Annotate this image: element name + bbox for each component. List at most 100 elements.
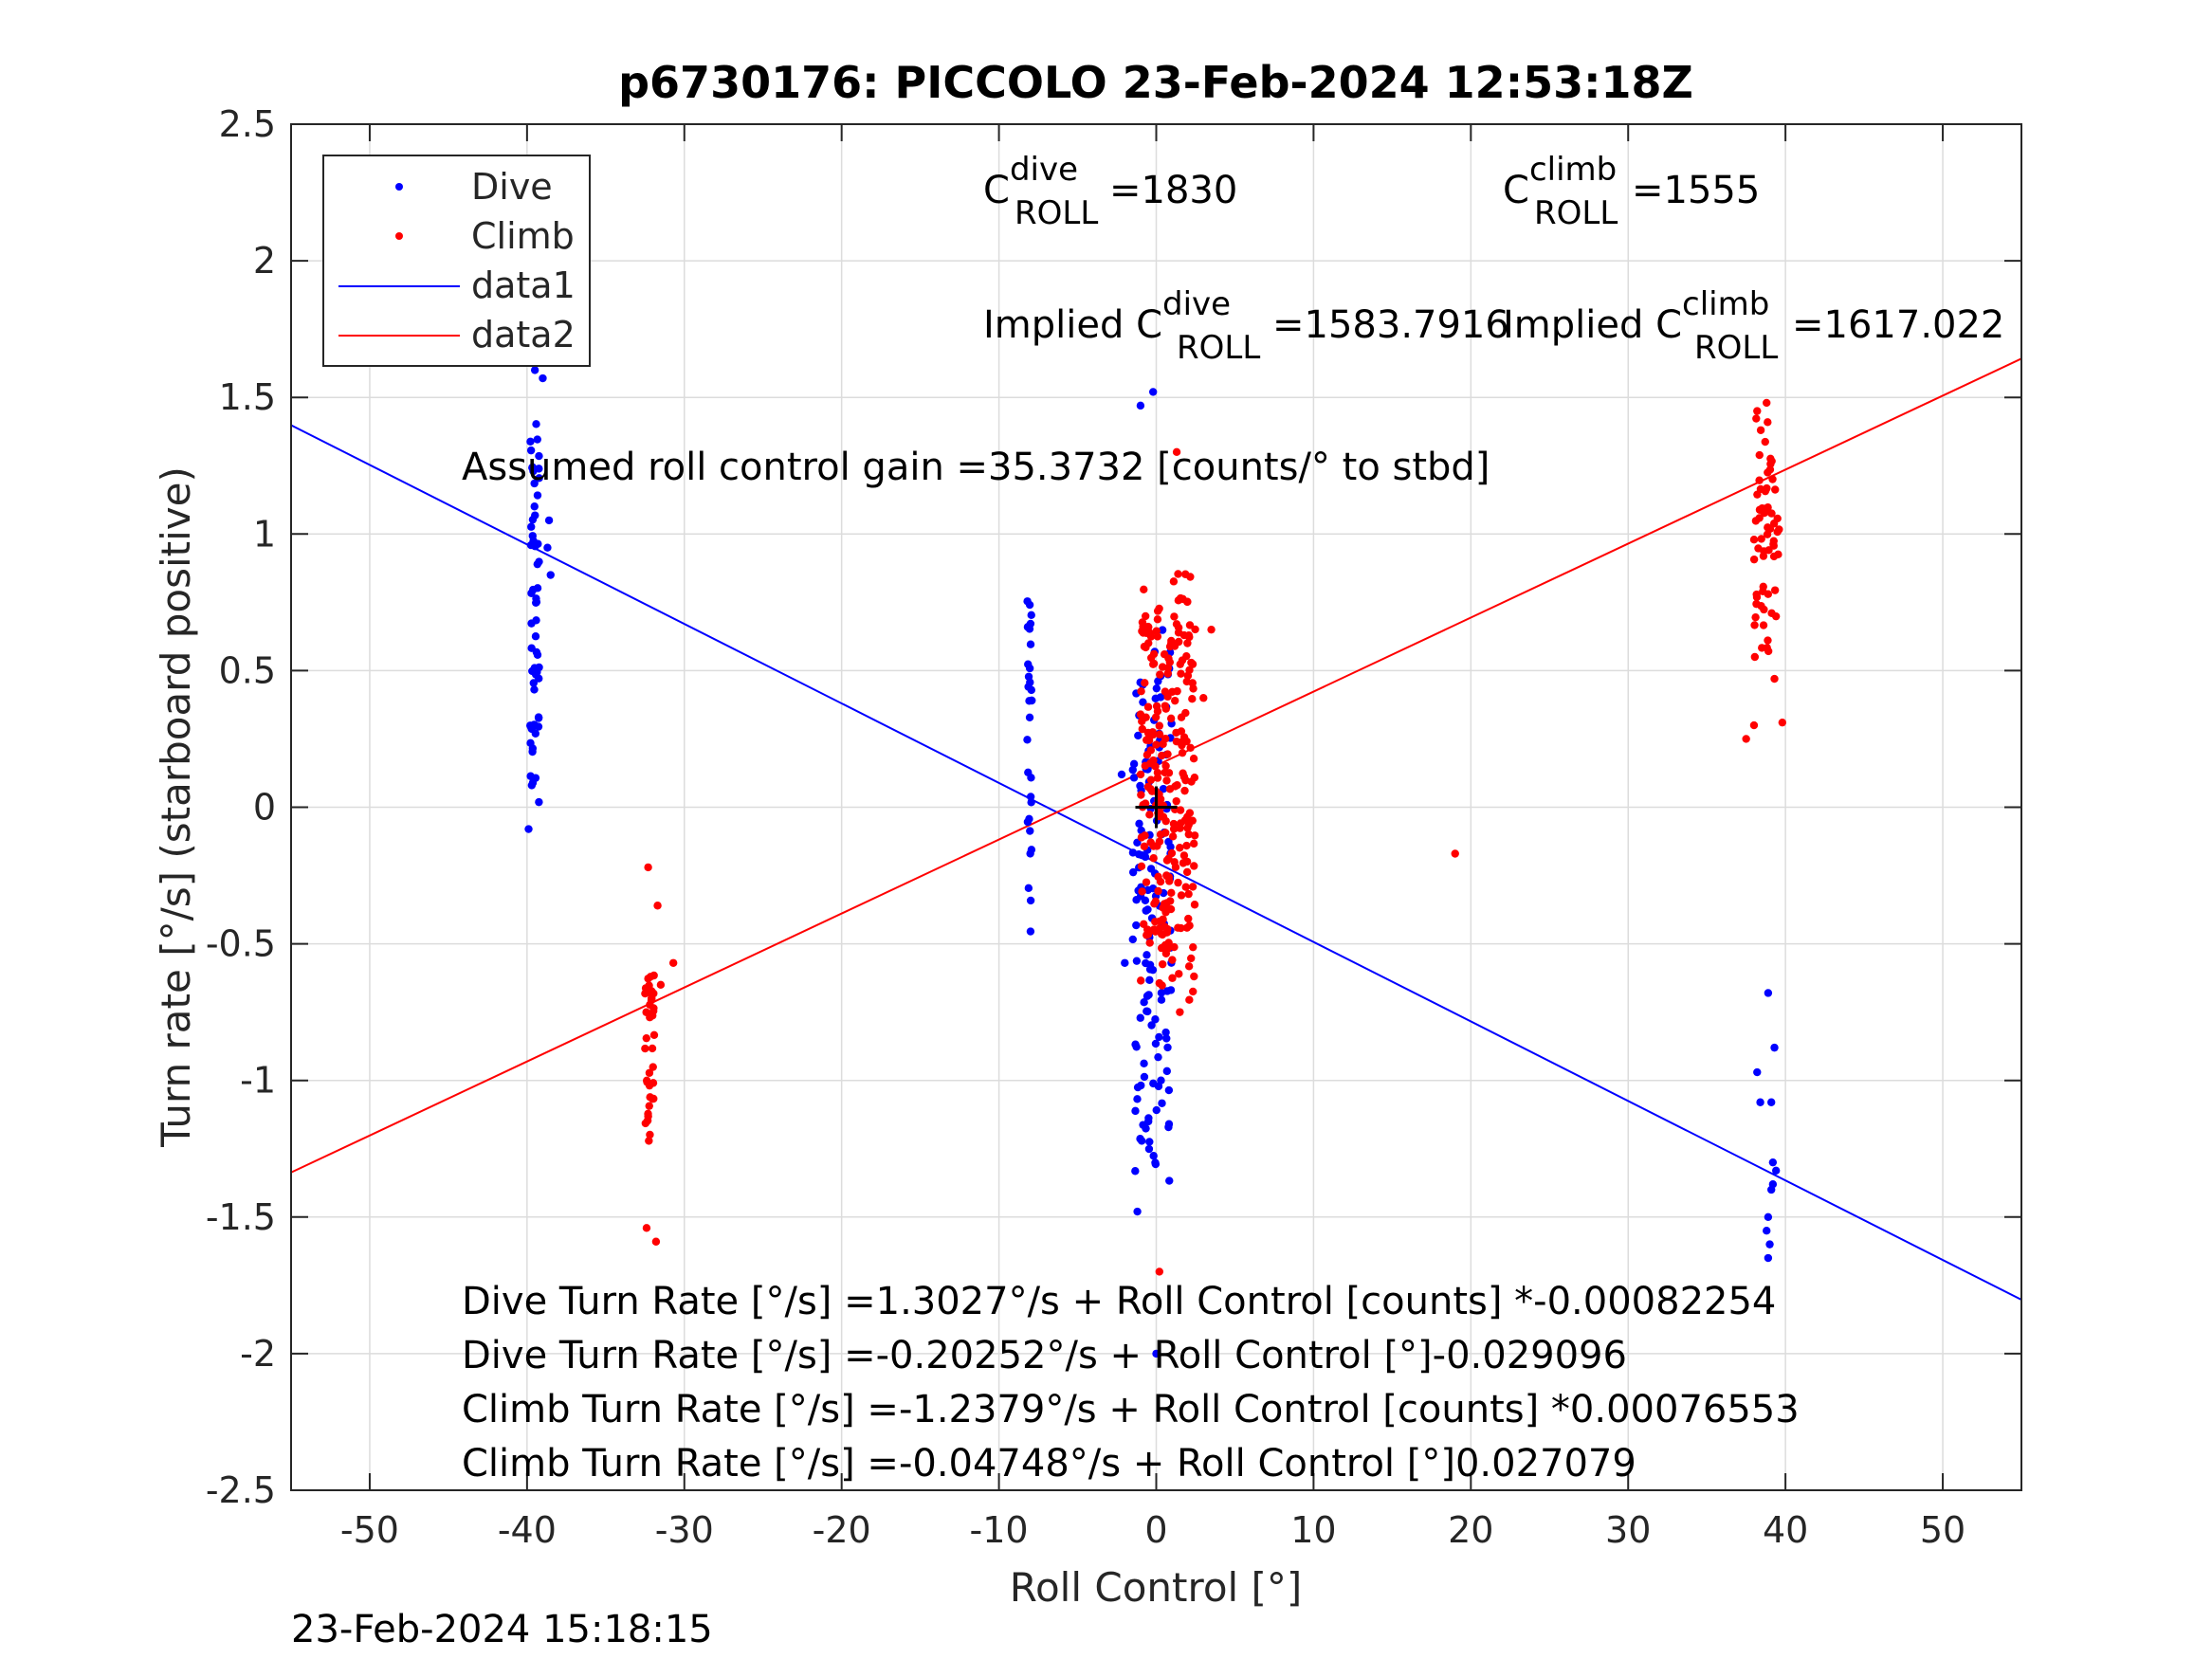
implied-c-dive-sup: dive (1162, 285, 1231, 323)
data-point (1189, 839, 1198, 848)
data-point (528, 515, 538, 524)
data-point (1176, 806, 1185, 814)
data-point (533, 667, 541, 677)
equation-dive-degrees: Dive Turn Rate [°/s] =-0.20252°/s + Roll… (462, 1334, 1627, 1377)
data-point (1151, 1039, 1161, 1048)
data-point (1140, 1059, 1148, 1068)
data-point (1151, 918, 1160, 926)
data-point (1145, 811, 1154, 819)
x-tick-label: 50 (1920, 1509, 1965, 1551)
data-point (1749, 720, 1759, 730)
data-point (1151, 1015, 1160, 1024)
data-point (1140, 997, 1148, 1007)
y-tick-label: -1.5 (206, 1196, 276, 1238)
footer-timestamp: 23-Feb-2024 15:18:15 (291, 1608, 713, 1651)
data-point (1142, 713, 1150, 721)
data-point (526, 446, 536, 455)
data-point (1767, 609, 1776, 617)
data-point (1133, 1095, 1142, 1103)
data-point (1025, 814, 1033, 824)
data-point (1178, 748, 1187, 757)
data-point (1158, 981, 1166, 990)
data-point (532, 616, 540, 625)
data-point (1153, 615, 1162, 624)
data-point (645, 1137, 653, 1145)
data-point (1164, 1122, 1173, 1132)
data-point (1756, 484, 1765, 494)
data-point (1027, 798, 1035, 807)
data-point (668, 958, 678, 967)
data-point (1158, 626, 1167, 634)
data-point (1023, 623, 1033, 631)
data-point (649, 989, 658, 998)
x-tick-label: 40 (1763, 1509, 1808, 1551)
data-point (1751, 517, 1761, 525)
data-point (1165, 1176, 1174, 1185)
data-point (543, 543, 552, 552)
data-point (1131, 1106, 1140, 1116)
data-point (1156, 670, 1164, 679)
data-point (535, 451, 543, 461)
data-point (1749, 536, 1759, 544)
data-point (528, 532, 537, 540)
data-point (1161, 816, 1170, 826)
coefficient-annotations: Cdive ROLL =1830 Cclimb ROLL =1555 Implied C… (462, 151, 2004, 1486)
legend-label-data2: data2 (471, 314, 576, 356)
data-point (1182, 651, 1191, 661)
data-point (649, 1063, 657, 1071)
data-point (535, 474, 543, 483)
data-point (1141, 799, 1150, 808)
data-point (1143, 905, 1152, 914)
origin-marker (1135, 786, 1178, 829)
data-point (1146, 775, 1156, 784)
fit-line-data1 (290, 424, 2022, 1301)
c-climb-sup: climb (1529, 151, 1617, 189)
data-point (1749, 555, 1759, 564)
equation-dive-counts: Dive Turn Rate [°/s] =1.3027°/s + Roll C… (462, 1280, 1776, 1323)
data-point (1155, 837, 1164, 846)
data-point (1172, 447, 1181, 457)
data-point (1137, 686, 1145, 696)
data-point (1760, 605, 1768, 614)
data-point (1176, 660, 1184, 668)
data-point (1024, 660, 1033, 668)
data-point (1142, 1124, 1150, 1133)
data-point (1778, 718, 1787, 727)
data-point (534, 714, 543, 722)
data-point (1117, 770, 1126, 779)
data-point (1131, 1040, 1140, 1048)
data-point (1755, 450, 1764, 460)
data-point (1764, 636, 1772, 645)
data-point (1158, 959, 1167, 969)
data-point (544, 516, 554, 525)
data-point (645, 981, 653, 990)
data-point (1764, 989, 1773, 997)
x-axis-label: Roll Control [°] (1010, 1564, 1303, 1611)
data-point (530, 366, 539, 374)
data-point (1161, 768, 1169, 777)
data-point (1185, 995, 1194, 1004)
data-point (1767, 1185, 1776, 1194)
c-dive-annotation: Cdive ROLL =1830 (983, 151, 1237, 232)
data-point (1451, 849, 1459, 858)
data-point (1134, 731, 1143, 740)
x-tick-label: -30 (655, 1509, 714, 1551)
data-point (1027, 774, 1035, 782)
data-point (1177, 891, 1186, 900)
data-point (1161, 940, 1170, 950)
data-point (1141, 679, 1149, 687)
data-point (1155, 1032, 1163, 1042)
y-tick-label: 0 (253, 787, 276, 829)
data-point (1199, 694, 1208, 702)
data-point (1134, 849, 1143, 859)
data-point (1189, 755, 1198, 763)
data-point (1136, 770, 1145, 779)
data-point (1152, 740, 1161, 749)
data-point (1770, 586, 1780, 594)
data-point (1756, 1098, 1764, 1106)
data-point (1131, 1167, 1140, 1176)
data-point (1182, 923, 1192, 932)
data-point (1137, 1081, 1145, 1090)
data-point (1755, 476, 1764, 484)
